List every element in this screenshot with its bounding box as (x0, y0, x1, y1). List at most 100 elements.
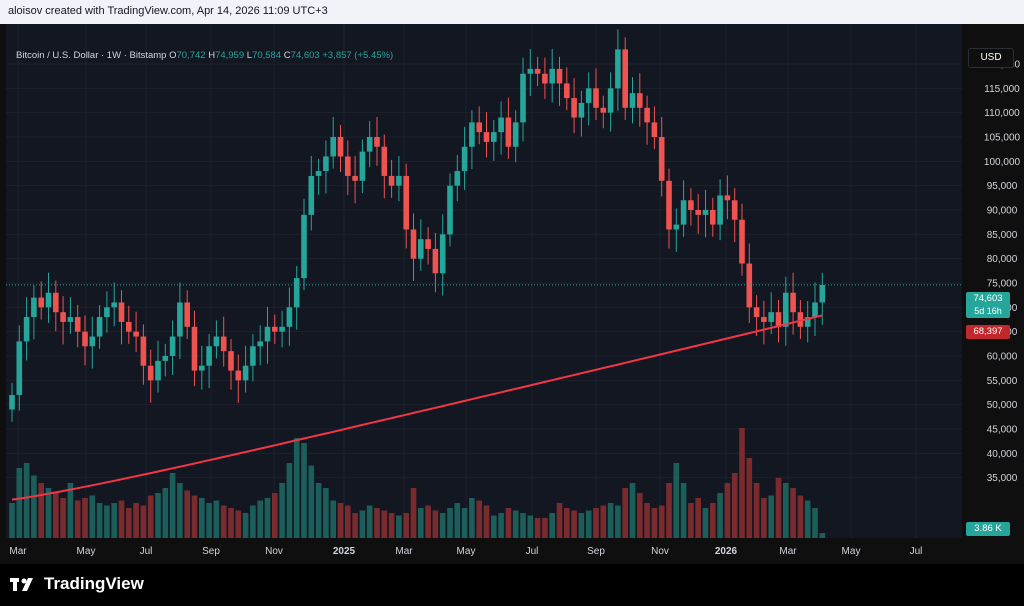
countdown-value: 5d 16h (974, 306, 1002, 316)
time-tick-label: Nov (265, 546, 283, 557)
volume-bar (60, 498, 66, 538)
volume-bar (418, 508, 424, 538)
volume-bar (812, 508, 818, 538)
volume-bar (637, 493, 643, 538)
volume-bar (768, 495, 774, 538)
candle-body (673, 224, 680, 230)
candle-body (432, 248, 439, 274)
volume-bar (498, 513, 504, 538)
moving-average-tag: 68,397 (966, 325, 1010, 339)
volume-bar (622, 488, 628, 538)
time-axis-labels: Mar May Jul Sep Nov 2025 Mar May Jul Sep Nov 2026 Ma… (9, 546, 922, 557)
candle-body (133, 331, 139, 337)
volume-bar (534, 518, 541, 538)
candle-body (593, 88, 599, 108)
volume-bar (666, 483, 672, 538)
candle-body (388, 175, 395, 186)
volume-bar (505, 508, 512, 538)
volume-bar (403, 513, 409, 538)
volume-bar (739, 428, 745, 538)
candle-body (330, 137, 336, 157)
candle-body (768, 312, 774, 322)
volume-bar (155, 493, 161, 538)
volume-bar (396, 515, 402, 538)
volume-bar (126, 508, 132, 538)
volume-bar (753, 483, 760, 538)
volume-bar (724, 483, 731, 538)
tradingview-logo[interactable]: TradingView (10, 574, 144, 594)
volume-bar (374, 508, 380, 538)
candle-body (60, 312, 66, 322)
candle-body (746, 263, 753, 308)
candle-body (731, 200, 738, 220)
volume-bar (96, 503, 103, 538)
high-label: H (208, 50, 216, 61)
top-bar-text: aloisov created with TradingView.com, Ap… (8, 5, 328, 17)
candle-body (483, 132, 490, 142)
candle-body (571, 98, 577, 118)
price-chart[interactable] (6, 24, 962, 538)
volume-bar (272, 493, 278, 538)
candle-body (804, 317, 811, 327)
volume-bar (345, 505, 351, 538)
price-tick-label: 50,000 (987, 400, 1018, 411)
price-axis[interactable]: 120,000115,000110,000105,000100,00095,00… (962, 24, 1024, 538)
volume-bar (731, 473, 738, 538)
open-value: 70,742 (176, 50, 206, 61)
volume-bar (695, 498, 701, 538)
time-tick-label: May (842, 546, 861, 557)
price-tick-label: 100,000 (984, 157, 1021, 168)
candle-body (323, 156, 329, 172)
candle-body (761, 317, 767, 322)
candle-body (126, 321, 132, 332)
price-tick-label: 40,000 (987, 449, 1018, 460)
volume-bar (242, 513, 249, 538)
volume-bar (177, 483, 183, 538)
candle-body (23, 317, 30, 342)
volume-bar (702, 508, 709, 538)
volume-bar (783, 483, 789, 538)
candle-body (710, 210, 716, 225)
volume-bar (323, 488, 329, 538)
candle-body (739, 219, 745, 264)
volume-bar (556, 503, 563, 538)
candle-body (74, 317, 81, 332)
time-axis[interactable]: Mar May Jul Sep Nov 2025 Mar May Jul Sep Nov 2026 Ma… (6, 538, 962, 564)
candle-body (549, 68, 555, 84)
tradingview-brand-text: TradingView (44, 574, 144, 593)
price-tick-label: 75,000 (987, 279, 1018, 290)
volume-bar (432, 510, 439, 538)
candle-body (67, 317, 74, 322)
candle-body (308, 175, 315, 215)
time-tick-label: Mar (395, 546, 413, 557)
volume-bar (264, 498, 271, 538)
volume-bar (220, 505, 227, 538)
candle-body (644, 107, 650, 123)
candle-body (162, 356, 169, 361)
candle-body (366, 137, 373, 152)
candle-body (381, 146, 388, 176)
candle-body (31, 297, 37, 318)
volume-bar (629, 483, 636, 538)
volume-tag: 3.86 K (966, 522, 1010, 536)
candle-body (534, 68, 541, 74)
price-axis-labels: 120,000115,000110,000105,000100,00095,00… (984, 60, 1021, 485)
symbol-title: Bitcoin / U.S. Dollar · 1W · Bitstamp (16, 50, 167, 61)
volume-bar (483, 505, 490, 538)
candle-body (220, 336, 227, 352)
candle-body (337, 137, 344, 157)
volume-bar (133, 503, 139, 538)
currency-button[interactable]: USD (968, 48, 1014, 68)
candle-body (111, 302, 117, 308)
candle-body (147, 365, 154, 381)
volume-bar (469, 498, 475, 538)
volume-bar (308, 465, 315, 538)
volume-bar (118, 500, 125, 538)
candle-body (527, 68, 534, 74)
volume-bar (257, 500, 263, 538)
candle-body (717, 195, 723, 225)
volume-bar (819, 533, 826, 538)
chart-area[interactable]: Bitcoin / U.S. Dollar · 1W · Bitstamp O7… (6, 24, 962, 538)
candle-body (301, 214, 307, 279)
volume-bar (337, 503, 344, 538)
